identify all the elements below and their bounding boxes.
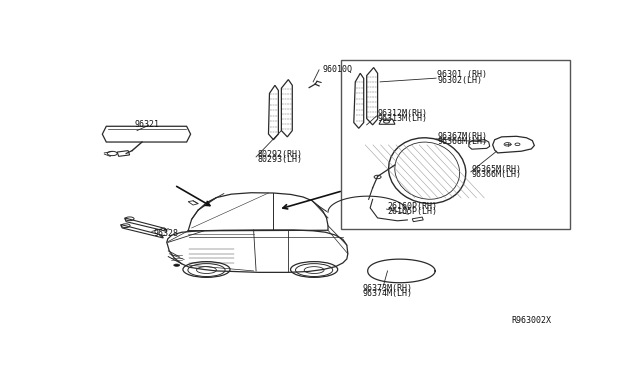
Text: 96321: 96321 <box>134 121 159 129</box>
Text: 26160P(RH): 26160P(RH) <box>388 202 438 211</box>
Text: 96366M(LH): 96366M(LH) <box>472 170 522 179</box>
Text: 96010Q: 96010Q <box>322 64 352 74</box>
Text: 80292(RH): 80292(RH) <box>257 150 303 158</box>
Text: 96312M(RH): 96312M(RH) <box>378 109 428 118</box>
Text: 96373M(RH): 96373M(RH) <box>363 284 413 293</box>
Text: 96302(LH): 96302(LH) <box>437 76 482 85</box>
Text: 26165P(LH): 26165P(LH) <box>388 207 438 216</box>
Text: R963002X: R963002X <box>511 316 552 325</box>
Text: 80293(LH): 80293(LH) <box>257 155 303 164</box>
Text: 96374M(LH): 96374M(LH) <box>363 289 413 298</box>
Text: 96301 (RH): 96301 (RH) <box>437 70 487 79</box>
Text: 96368M(LH): 96368M(LH) <box>437 137 487 146</box>
Bar <box>341 60 570 230</box>
Text: 96328: 96328 <box>154 229 179 238</box>
Text: 96313M(LH): 96313M(LH) <box>378 114 428 123</box>
Ellipse shape <box>173 264 180 266</box>
Text: 96365M(RH): 96365M(RH) <box>472 165 522 174</box>
Text: 96367M(RH): 96367M(RH) <box>437 132 487 141</box>
